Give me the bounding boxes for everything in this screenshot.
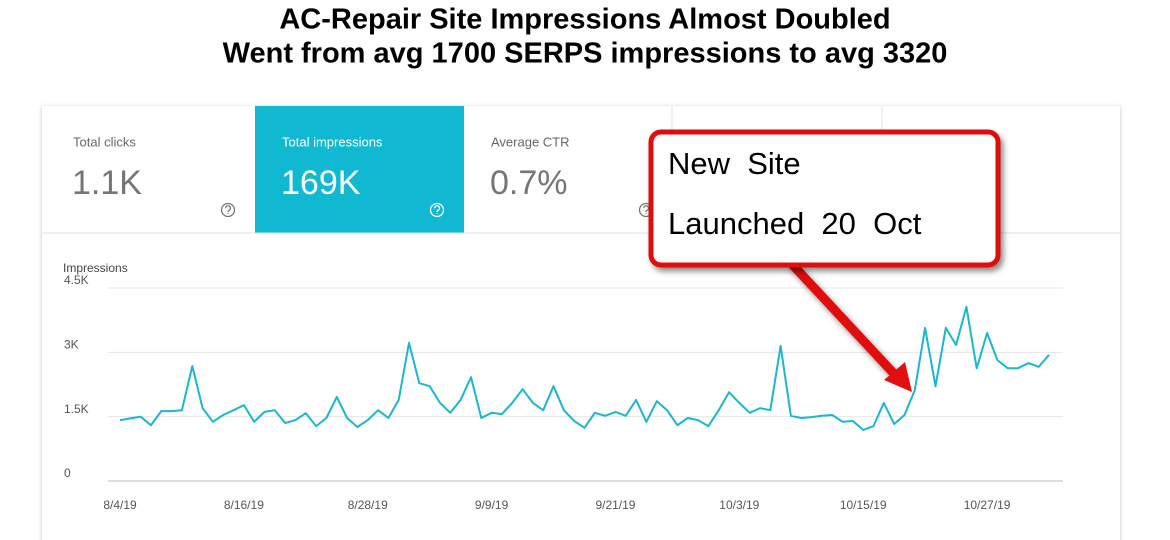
help-icon-mark (225, 205, 232, 214)
title-line: Went from avg 1700 SERPS impressions to … (223, 38, 948, 70)
x-tick-label: 8/4/19 (103, 498, 137, 512)
metric-label: Total clicks (73, 134, 136, 149)
callout-box (648, 129, 1001, 268)
y-axis-title: Impressions (63, 261, 128, 275)
callout-text: Launched 20 Oct (668, 206, 922, 241)
help-icon-mark (643, 205, 650, 214)
callout-text: New Site (668, 146, 801, 181)
x-tick-label: 8/16/19 (224, 498, 264, 512)
arrow-head (884, 362, 912, 392)
impressions-line (119, 305, 1050, 431)
metric-label: Total impressions (282, 134, 383, 149)
help-icon-mark (434, 205, 441, 214)
y-tick-label: 0 (64, 466, 71, 480)
arrow-shaft (786, 258, 902, 382)
x-tick-label: 8/28/19 (348, 498, 388, 512)
x-tick-label: 9/9/19 (475, 498, 509, 512)
x-tick-label: 10/27/19 (964, 498, 1011, 512)
y-tick-label: 3K (64, 338, 79, 352)
active-tab[interactable] (255, 106, 464, 233)
x-tick-label: 10/15/19 (840, 498, 887, 512)
metric-label: Average CTR (491, 134, 570, 149)
help-icon (429, 202, 445, 218)
metric-value: 1.1K (72, 164, 142, 202)
y-tick-label: 1.5K (64, 402, 89, 416)
x-tick-label: 9/21/19 (595, 498, 635, 512)
y-tick-label: 4.5K (64, 273, 89, 287)
title-line: AC-Repair Site Impressions Almost Double… (279, 4, 890, 36)
x-tick-label: 10/3/19 (719, 498, 759, 512)
metric-value: 169K (281, 164, 361, 202)
metric-value: 0.7% (490, 164, 568, 202)
callout: New Site Launched 20 Oct (648, 129, 1001, 392)
help-icon (220, 202, 236, 218)
